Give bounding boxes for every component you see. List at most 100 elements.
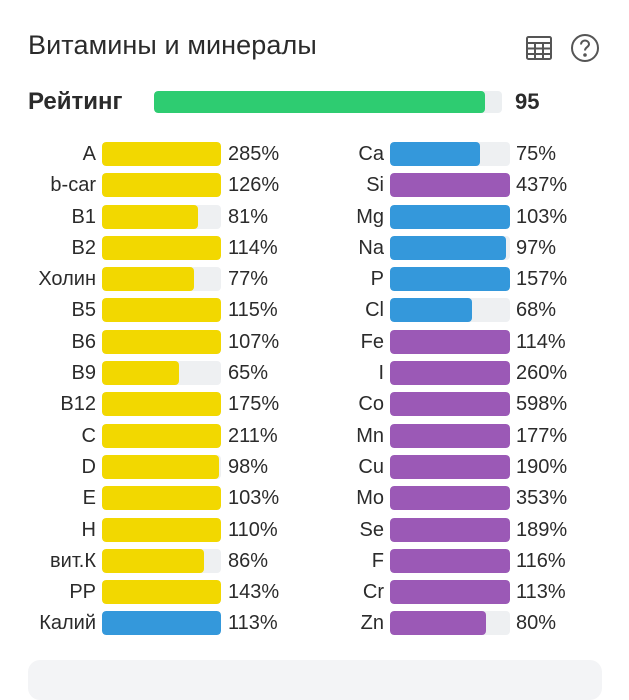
mineral-name: Ca — [358, 143, 384, 165]
vitamin-bar-fill — [102, 423, 221, 448]
vitamin-percent: 81% — [228, 205, 269, 228]
mineral-bar-fill — [390, 580, 510, 605]
mineral-bar — [390, 548, 510, 573]
mineral-bar-fill — [390, 298, 472, 323]
mineral-bar — [390, 329, 510, 354]
mineral-percent: 80% — [516, 612, 557, 635]
vitamin-name: Холин — [38, 268, 96, 291]
mineral-percent: 113% — [516, 581, 566, 604]
mineral-bar — [390, 392, 510, 417]
vitamin-percent: 114% — [228, 236, 278, 259]
mineral-bar-fill — [390, 423, 510, 448]
mineral-name: Mg — [356, 205, 384, 228]
vitamin-name: B1 — [71, 205, 96, 228]
vitamin-bar-fill — [102, 173, 221, 198]
mineral-percent: 437% — [516, 174, 568, 197]
mineral-bar — [390, 454, 510, 479]
mineral-bar-fill — [390, 548, 510, 573]
vitamin-bar — [102, 204, 221, 229]
mineral-name: F — [371, 549, 384, 572]
card-title: Витамины и минералы — [28, 30, 317, 60]
vitamin-percent: 115% — [228, 299, 278, 322]
vitamin-name: C — [81, 424, 96, 447]
vitamin-percent: 98% — [228, 455, 269, 478]
vitamin-bar-fill — [102, 611, 221, 636]
vitamin-bar-fill — [102, 548, 205, 573]
mineral-bar — [390, 298, 510, 323]
vitamin-bar — [102, 235, 221, 260]
mineral-name: Zn — [360, 612, 384, 635]
mineral-bar-fill — [390, 611, 486, 636]
vitamin-bar-fill — [102, 361, 180, 386]
vitamin-name: b-car — [50, 174, 96, 197]
vitamin-bar — [102, 267, 221, 292]
vitamin-bar — [102, 580, 221, 605]
rating-row: Рейтинг 95 — [28, 87, 588, 117]
vitamin-bar — [102, 548, 221, 573]
mineral-bar-fill — [390, 454, 510, 479]
vitamin-percent: 113% — [228, 612, 278, 635]
vitamin-name: PP — [69, 581, 96, 604]
rating-value: 95 — [515, 89, 540, 114]
vitamin-name: вит.К — [50, 549, 96, 572]
mineral-bar-fill — [390, 173, 510, 198]
mineral-percent: 114% — [516, 330, 566, 353]
mineral-percent: 190% — [516, 455, 568, 478]
mineral-bar — [390, 361, 510, 386]
mineral-bar — [390, 235, 510, 260]
vitamin-bar-fill — [102, 454, 219, 479]
vitamin-name: A — [82, 143, 96, 165]
mineral-percent: 260% — [516, 362, 568, 385]
vitamin-bar-fill — [102, 204, 199, 229]
mineral-bar — [390, 142, 510, 166]
mineral-name: Cu — [358, 455, 384, 478]
mineral-bar-fill — [390, 235, 507, 260]
mineral-name: Na — [358, 236, 384, 259]
vitamin-bar — [102, 361, 221, 386]
mineral-bar — [390, 423, 510, 448]
help-circle-icon[interactable] — [569, 32, 601, 64]
vitamin-name: B5 — [71, 299, 96, 322]
mineral-name: Fe — [360, 330, 384, 353]
vitamin-name: E — [82, 487, 96, 510]
vitamin-bar-fill — [102, 235, 221, 260]
vitamin-bar — [102, 142, 221, 166]
mineral-percent: 177% — [516, 424, 568, 447]
vitamin-percent: 285% — [228, 143, 280, 165]
mineral-percent: 97% — [516, 236, 557, 259]
vitamin-bar — [102, 517, 221, 542]
vitamin-percent: 143% — [228, 581, 280, 604]
mineral-name: Mn — [356, 424, 384, 447]
vitamin-name: B12 — [60, 393, 96, 416]
mineral-bar — [390, 267, 510, 292]
rating-bar — [154, 91, 502, 113]
card-header: Витамины и минералы — [28, 28, 601, 68]
rating-bar-fill — [154, 91, 485, 113]
bottom-panel — [28, 660, 602, 700]
vitamin-bar-fill — [102, 298, 221, 323]
mineral-percent: 116% — [516, 549, 566, 572]
mineral-bar — [390, 486, 510, 511]
vitamin-percent: 103% — [228, 487, 280, 510]
mineral-name: Mo — [356, 487, 384, 510]
vitamin-bar-fill — [102, 329, 221, 354]
vitamin-name: B2 — [71, 236, 96, 259]
mineral-name: Si — [366, 174, 384, 197]
vitamin-percent: 65% — [228, 362, 269, 385]
vitamin-bar — [102, 329, 221, 354]
vitamin-bar — [102, 298, 221, 323]
vitamin-bar-fill — [102, 517, 221, 542]
mineral-name: Cr — [362, 581, 384, 604]
vitamin-name: B6 — [71, 330, 96, 353]
mineral-bar — [390, 204, 510, 229]
mineral-bar — [390, 173, 510, 198]
vitamin-bar-fill — [102, 267, 194, 292]
vitamin-bar — [102, 454, 221, 479]
vitamin-name: D — [81, 455, 96, 478]
vitamin-bar-fill — [102, 486, 221, 511]
mineral-name: Cl — [365, 299, 384, 322]
table-icon[interactable] — [523, 32, 555, 64]
mineral-percent: 68% — [516, 299, 557, 322]
vitamin-bar — [102, 173, 221, 198]
mineral-bar-fill — [390, 329, 510, 354]
